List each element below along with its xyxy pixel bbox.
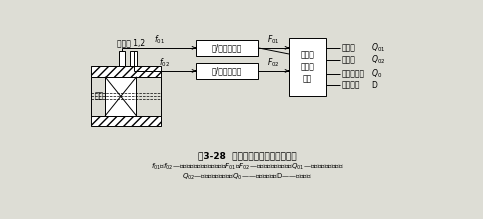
Text: 传感器 1,2: 传感器 1,2	[117, 39, 145, 48]
Text: 图3-28  光纤传感器涡轮流量计原理: 图3-28 光纤传感器涡轮流量计原理	[198, 151, 297, 160]
Bar	[196, 40, 258, 56]
Bar	[130, 51, 137, 66]
Text: $Q_{02}$—反向流量脉冲信号，$Q_0$——和流量信号，D——流向状态: $Q_{02}$—反向流量脉冲信号，$Q_0$——和流量信号，D——流向状态	[182, 172, 312, 182]
Text: $F_{02}$: $F_{02}$	[267, 56, 280, 69]
Text: 正向流: 正向流	[341, 44, 355, 53]
Text: 光/电信号转换: 光/电信号转换	[212, 66, 242, 75]
Text: 流动方
向检测
电路: 流动方 向检测 电路	[300, 50, 314, 83]
Text: $F_{01}$: $F_{01}$	[267, 33, 280, 46]
Text: 反向流: 反向流	[341, 55, 355, 64]
Text: 和流量信号: 和流量信号	[341, 69, 365, 78]
Text: 涡轮: 涡轮	[95, 92, 104, 101]
Bar	[196, 63, 258, 79]
Text: 流向状态: 流向状态	[341, 81, 360, 90]
Bar	[105, 77, 136, 116]
Text: $Q_0$: $Q_0$	[371, 67, 382, 80]
Bar	[91, 66, 161, 77]
Bar	[118, 51, 126, 66]
Text: $Q_{02}$: $Q_{02}$	[371, 53, 385, 66]
Text: $f_{01}$: $f_{01}$	[154, 33, 165, 46]
Text: $Q_{01}$: $Q_{01}$	[371, 42, 385, 55]
Text: D: D	[371, 81, 377, 90]
Text: 光/电信号转换: 光/电信号转换	[212, 43, 242, 52]
Text: $f_{02}$: $f_{02}$	[159, 56, 170, 69]
Bar	[289, 38, 326, 95]
Text: $f_{01}$和$f_{02}$—传感器输出的交流频率信号，$F_{01}$和$F_{02}$—调制光输出频率信号，$Q_{01}$—正向流量脉冲信号，: $f_{01}$和$f_{02}$—传感器输出的交流频率信号，$F_{01}$和…	[151, 162, 343, 172]
Bar	[91, 116, 161, 126]
